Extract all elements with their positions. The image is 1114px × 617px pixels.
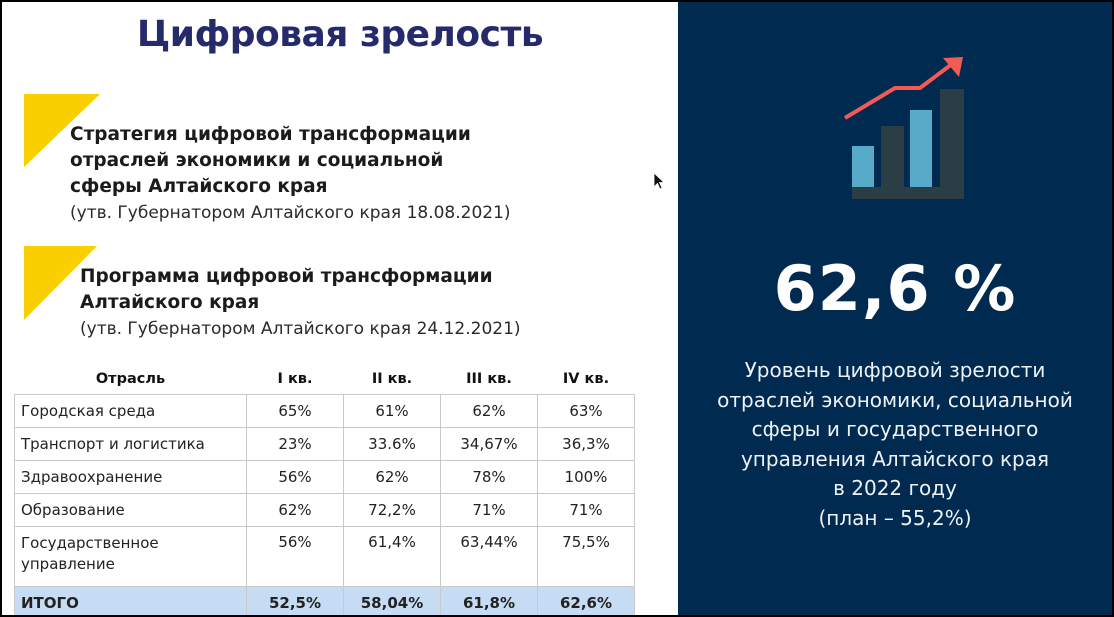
q4-value: 71% bbox=[537, 493, 635, 527]
q2-value: 61,4% bbox=[343, 526, 441, 587]
q2-total: 58,04% bbox=[343, 586, 441, 615]
table-row: Государственное управление 56% 61,4% 63,… bbox=[14, 526, 635, 587]
q3-value: 62% bbox=[440, 394, 538, 428]
document-approval: (утв. Губернатором Алтайского края 18.08… bbox=[70, 203, 511, 223]
document-heading-line: Программа цифровой трансформации bbox=[80, 266, 493, 287]
q4-value: 63% bbox=[537, 394, 635, 428]
q4-total: 62,6% bbox=[537, 586, 635, 615]
description-line: управления Алтайского края bbox=[740, 446, 1050, 471]
page-title: Цифровая зрелость bbox=[136, 14, 544, 55]
table-row: Транспорт и логистика 23% 33.6% 34,67% 3… bbox=[14, 427, 635, 461]
document-heading-line: Стратегия цифровой трансформации bbox=[70, 124, 471, 145]
description-line: Уровень цифровой зрелости bbox=[744, 358, 1046, 382]
document-program: Программа цифровой трансформации Алтайск… bbox=[80, 264, 521, 342]
q2-value: 72,2% bbox=[343, 493, 441, 527]
q2-value: 62% bbox=[343, 460, 441, 494]
q4-value: 75,5% bbox=[537, 526, 635, 587]
column-header-q2: II кв. bbox=[371, 371, 413, 387]
document-heading-line: отраслей экономики и социальной bbox=[70, 150, 444, 171]
description-line: отраслей экономики, социальной bbox=[717, 387, 1073, 412]
q1-value: 56% bbox=[246, 526, 344, 587]
q2-value: 33.6% bbox=[343, 427, 441, 461]
column-header-q3: III кв. bbox=[466, 371, 512, 387]
sector-name: Здравоохранение bbox=[14, 460, 247, 494]
table-total-row: ИТОГО 52,5% 58,04% 61,8% 62,6% bbox=[14, 586, 635, 615]
q1-value: 56% bbox=[246, 460, 344, 494]
maturity-table: Отрасль I кв. II кв. III кв. IV кв. Горо… bbox=[14, 364, 635, 615]
yellow-triangle-marker-icon bbox=[24, 94, 100, 167]
mouse-cursor-icon bbox=[653, 172, 666, 190]
total-label: ИТОГО bbox=[14, 586, 247, 615]
table-row: Образование 62% 72,2% 71% 71% bbox=[14, 493, 635, 527]
sector-name-line: управление bbox=[21, 555, 115, 573]
q1-total: 52,5% bbox=[246, 586, 344, 615]
sector-name: Образование bbox=[14, 493, 247, 527]
q3-value: 78% bbox=[440, 460, 538, 494]
sector-name: Городская среда bbox=[14, 394, 247, 428]
document-strategy: Стратегия цифровой трансформации отрасле… bbox=[70, 122, 511, 226]
table-row: Здравоохранение 56% 62% 78% 100% bbox=[14, 460, 635, 494]
q3-value: 63,44% bbox=[440, 526, 538, 587]
q1-value: 65% bbox=[246, 394, 344, 428]
q3-total: 61,8% bbox=[440, 586, 538, 615]
q3-value: 71% bbox=[440, 493, 538, 527]
column-header-sector: Отрасль bbox=[95, 371, 166, 387]
document-heading-line: сферы Алтайского края bbox=[70, 176, 328, 197]
q1-value: 62% bbox=[246, 493, 344, 527]
table-row: Городская среда 65% 61% 62% 63% bbox=[14, 394, 635, 428]
summary-panel: 62,6 % Уровень цифровой зрелости отрасле… bbox=[678, 2, 1112, 615]
description-line: сферы и государственного bbox=[751, 417, 1039, 441]
column-header-q1: I кв. bbox=[277, 371, 313, 387]
q2-value: 61% bbox=[343, 394, 441, 428]
q4-value: 36,3% bbox=[537, 427, 635, 461]
yellow-triangle-marker-icon bbox=[24, 246, 97, 320]
document-approval: (утв. Губернатором Алтайского края 24.12… bbox=[80, 319, 521, 339]
description-line: в 2022 году bbox=[833, 476, 957, 500]
sector-name-line: Государственное bbox=[21, 534, 159, 552]
column-header-q4: IV кв. bbox=[562, 371, 610, 387]
sector-name: Государственное управление bbox=[14, 526, 247, 587]
document-heading-line: Алтайского края bbox=[80, 292, 260, 313]
growth-chart-icon bbox=[843, 57, 964, 199]
left-panel: Цифровая зрелость Стратегия цифровой тра… bbox=[2, 2, 678, 615]
sector-name: Транспорт и логистика bbox=[14, 427, 247, 461]
q4-value: 100% bbox=[537, 460, 635, 494]
maturity-description: Уровень цифровой зрелости отраслей эконо… bbox=[678, 356, 1112, 533]
table-header-row: Отрасль I кв. II кв. III кв. IV кв. bbox=[15, 364, 635, 395]
plan-line: (план – 55,2%) bbox=[818, 505, 972, 530]
q3-value: 34,67% bbox=[440, 427, 538, 461]
maturity-value: 62,6 % bbox=[773, 252, 1017, 325]
q1-value: 23% bbox=[246, 427, 344, 461]
